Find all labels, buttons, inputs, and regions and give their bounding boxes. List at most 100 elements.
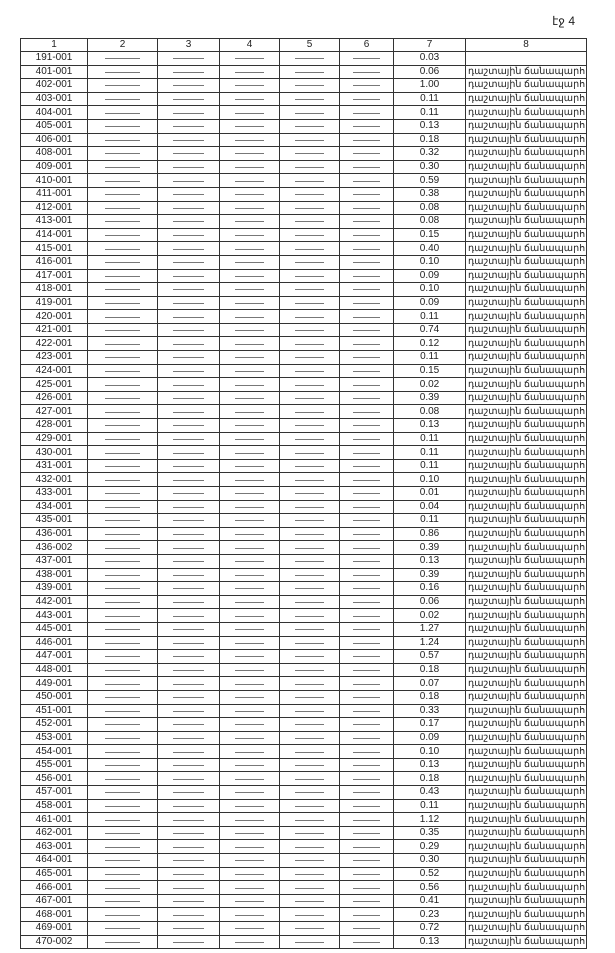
parcel-code: 465-001 [20, 866, 88, 882]
land-use: դաշտային ճանապարհ [465, 907, 587, 922]
empty-cell [219, 812, 280, 827]
area-value: 0.09 [393, 268, 466, 284]
empty-cell [279, 689, 340, 705]
land-use: դաշտային ճանապարհ [465, 635, 587, 651]
empty-cell [87, 608, 158, 623]
empty-cell [219, 703, 280, 719]
empty-cell [87, 173, 158, 188]
empty-cell [279, 893, 340, 909]
table-row: 453-001 0.09 դաշտային ճանապարհ [20, 730, 587, 746]
empty-cell [279, 499, 340, 515]
area-value: 0.10 [393, 472, 466, 487]
empty-cell [87, 567, 158, 583]
empty-cell [339, 567, 394, 583]
parcel-code: 424-001 [20, 363, 88, 379]
empty-cell [279, 730, 340, 746]
empty-cell [157, 146, 220, 161]
empty-cell [279, 662, 340, 678]
empty-cell [219, 934, 280, 950]
empty-cell [339, 730, 394, 746]
column-header: 5 [279, 38, 340, 52]
table-row: 456-001 0.18 դաշտային ճանապարհ [20, 771, 587, 787]
land-use: դաշտային ճանապարհ [465, 200, 587, 216]
area-value: 0.11 [393, 431, 466, 447]
empty-cell [87, 472, 158, 487]
table-row: 430-001 0.11 դաշտային ճանապարհ [20, 445, 587, 460]
empty-cell [279, 146, 340, 161]
empty-cell [279, 621, 340, 637]
empty-cell [219, 390, 280, 406]
parcel-code: 447-001 [20, 649, 88, 664]
table-row: 424-001 0.15 դաշտային ճանապարհ [20, 363, 587, 379]
empty-cell [87, 635, 158, 651]
empty-cell [339, 621, 394, 637]
empty-cell [339, 676, 394, 691]
empty-cell [157, 771, 220, 787]
empty-cell [279, 336, 340, 352]
empty-cell [87, 730, 158, 746]
land-use: դաշտային ճանապարհ [465, 853, 587, 868]
empty-cell [279, 853, 340, 868]
empty-cell [219, 309, 280, 324]
empty-cell [465, 51, 587, 66]
table-row: 449-001 0.07 դաշտային ճանապարհ [20, 676, 587, 691]
land-use: դաշտային ճանապարհ [465, 676, 587, 691]
empty-cell [339, 173, 394, 188]
empty-cell [87, 91, 158, 107]
empty-cell [157, 567, 220, 583]
table-row: 452-001 0.17 դաշտային ճանապարհ [20, 717, 587, 732]
area-value: 0.30 [393, 159, 466, 175]
empty-cell [157, 785, 220, 800]
empty-cell [219, 866, 280, 882]
empty-cell [219, 445, 280, 460]
empty-cell [157, 866, 220, 882]
empty-cell [157, 744, 220, 759]
table-row: 431-001 0.11 դաշտային ճանապարհ [20, 458, 587, 474]
empty-cell [279, 757, 340, 773]
empty-cell [279, 431, 340, 447]
empty-cell [219, 907, 280, 922]
empty-cell [219, 540, 280, 555]
empty-cell [219, 594, 280, 610]
parcel-code: 404-001 [20, 105, 88, 120]
empty-cell [157, 703, 220, 719]
empty-cell [87, 744, 158, 759]
empty-cell [219, 377, 280, 392]
empty-cell [87, 486, 158, 501]
land-use: դաշտային ճանապարհ [465, 227, 587, 243]
empty-cell [157, 51, 220, 66]
parcel-code: 437-001 [20, 553, 88, 569]
land-use: դաշտային ճանապարհ [465, 309, 587, 324]
empty-cell [219, 118, 280, 134]
empty-cell [219, 214, 280, 229]
empty-cell [339, 105, 394, 120]
empty-cell [339, 839, 394, 855]
table-row: 409-001 0.30 դաշտային ճանապարհ [20, 159, 587, 175]
area-value: 0.06 [393, 594, 466, 610]
table-row: 412-001 0.08 դաշտային ճանապարհ [20, 200, 587, 216]
empty-cell [87, 146, 158, 161]
table-row: 470-002 0.13 դաշտային ճանապարհ [20, 934, 587, 950]
area-value: 0.57 [393, 649, 466, 664]
empty-cell [339, 214, 394, 229]
empty-cell [339, 78, 394, 93]
area-value: 0.41 [393, 893, 466, 909]
empty-cell [279, 907, 340, 922]
empty-cell [87, 186, 158, 202]
table-row: 439-001 0.16 դաշտային ճանապարհ [20, 581, 587, 596]
empty-cell [157, 254, 220, 270]
table-row: 423-001 0.11 դաշտային ճանապարհ [20, 350, 587, 365]
area-value: 0.72 [393, 921, 466, 936]
empty-cell [157, 458, 220, 474]
empty-cell [339, 499, 394, 515]
empty-cell [157, 227, 220, 243]
empty-cell [279, 200, 340, 216]
empty-cell [339, 200, 394, 216]
empty-cell [279, 717, 340, 732]
parcel-code: 457-001 [20, 785, 88, 800]
table-row: 402-001 1.00 դաշտային ճանապարհ [20, 78, 587, 93]
table-row: 465-001 0.52 դաշտային ճանապարհ [20, 866, 587, 882]
empty-cell [279, 486, 340, 501]
table-body: 191-001 0.03 401-001 0.06 դաշտային ճանապարհ 4… [20, 51, 587, 950]
